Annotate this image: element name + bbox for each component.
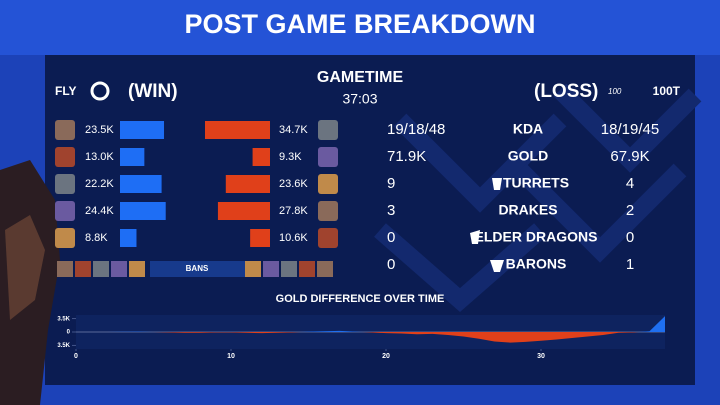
ban-icon bbox=[281, 261, 297, 277]
champion-portrait bbox=[55, 120, 75, 140]
character-art bbox=[5, 215, 45, 320]
ban-icon bbox=[317, 261, 333, 277]
chevron bbox=[513, 163, 687, 263]
stat-left: 19/18/48 bbox=[387, 121, 445, 138]
damage-label: 9.3K bbox=[279, 151, 302, 163]
baron-icon bbox=[490, 260, 504, 272]
ban-icon bbox=[245, 261, 261, 277]
title: POST GAME BREAKDOWN bbox=[185, 9, 536, 39]
champion-portrait bbox=[318, 120, 338, 140]
damage-bar bbox=[225, 175, 270, 193]
damage-label: 22.2K bbox=[85, 178, 114, 190]
champion-portrait bbox=[55, 201, 75, 221]
bans-band bbox=[150, 261, 245, 277]
damage-label: 13.0K bbox=[85, 151, 114, 163]
stat-label: TURRETS bbox=[503, 175, 569, 191]
y-tick-label: 3.5K bbox=[57, 316, 70, 322]
header-band bbox=[0, 0, 720, 55]
damage-bar bbox=[252, 148, 270, 166]
stat-left: 0 bbox=[387, 256, 395, 273]
damage-bar bbox=[205, 121, 270, 139]
chevron bbox=[393, 113, 567, 213]
chart-title: GOLD DIFFERENCE OVER TIME bbox=[276, 293, 445, 305]
team-name: FLY bbox=[55, 84, 77, 98]
stat-left: 9 bbox=[387, 175, 395, 192]
y-tick-label: 0 bbox=[67, 330, 71, 336]
champion-portrait bbox=[318, 174, 338, 194]
y-tick-label: 3.5K bbox=[57, 343, 70, 349]
damage-bar bbox=[120, 121, 165, 139]
team-result: (WIN) bbox=[128, 81, 178, 102]
stat-right: 4 bbox=[626, 175, 634, 192]
damage-bar bbox=[250, 229, 270, 247]
champion-portrait bbox=[318, 228, 338, 248]
x-tick-label: 30 bbox=[537, 353, 545, 360]
damage-bar bbox=[120, 175, 162, 193]
turret-icon bbox=[492, 178, 502, 190]
stat-left: 71.9K bbox=[387, 148, 426, 165]
stat-label: BARONS bbox=[506, 256, 567, 272]
damage-label: 27.8K bbox=[279, 205, 308, 217]
damage-label: 23.6K bbox=[279, 178, 308, 190]
ban-icon bbox=[93, 261, 109, 277]
ban-icon bbox=[299, 261, 315, 277]
team-logo: 100 bbox=[608, 87, 622, 96]
ban-icon bbox=[57, 261, 73, 277]
x-tick-label: 0 bbox=[74, 353, 78, 360]
team-name: 100T bbox=[653, 84, 681, 98]
champion-portrait bbox=[318, 147, 338, 167]
ban-icon bbox=[111, 261, 127, 277]
stat-left: 0 bbox=[387, 229, 395, 246]
stat-left: 3 bbox=[387, 202, 395, 219]
damage-label: 10.6K bbox=[279, 232, 308, 244]
champion-portrait bbox=[55, 147, 75, 167]
bans-label: BANS bbox=[186, 264, 209, 273]
x-tick-label: 10 bbox=[227, 353, 235, 360]
stat-icons bbox=[470, 178, 504, 272]
gold-area bbox=[76, 316, 665, 343]
gametime-label: GAMETIME bbox=[317, 69, 404, 86]
stat-label: DRAKES bbox=[498, 202, 557, 218]
team-logo bbox=[90, 81, 110, 101]
damage-bar bbox=[120, 229, 137, 247]
champion-portrait bbox=[55, 228, 75, 248]
ban-icon bbox=[129, 261, 145, 277]
stat-label: GOLD bbox=[508, 148, 548, 164]
stat-right: 1 bbox=[626, 256, 634, 273]
chevrons bbox=[374, 83, 702, 312]
x-tick-label: 20 bbox=[382, 353, 390, 360]
damage-bar bbox=[217, 202, 270, 220]
team-result: (LOSS) bbox=[534, 81, 598, 102]
stat-right: 67.9K bbox=[610, 148, 649, 165]
damage-label: 8.8K bbox=[85, 232, 108, 244]
gametime-value: 37:03 bbox=[342, 91, 377, 107]
ban-icon bbox=[75, 261, 91, 277]
stat-right: 0 bbox=[626, 229, 634, 246]
champion-portrait bbox=[318, 201, 338, 221]
chevron bbox=[374, 223, 546, 312]
stat-right: 18/19/45 bbox=[601, 121, 659, 138]
stat-label: ELDER DRAGONS bbox=[475, 229, 598, 245]
damage-label: 23.5K bbox=[85, 124, 114, 136]
damage-bar bbox=[120, 202, 166, 220]
stat-label: KDA bbox=[513, 121, 543, 137]
damage-label: 24.4K bbox=[85, 205, 114, 217]
chevron bbox=[553, 83, 702, 173]
damage-label: 34.7K bbox=[279, 124, 308, 136]
champion-portrait bbox=[55, 174, 75, 194]
damage-bar bbox=[120, 148, 145, 166]
stat-right: 2 bbox=[626, 202, 634, 219]
ban-icon bbox=[263, 261, 279, 277]
elder-icon bbox=[470, 230, 480, 244]
